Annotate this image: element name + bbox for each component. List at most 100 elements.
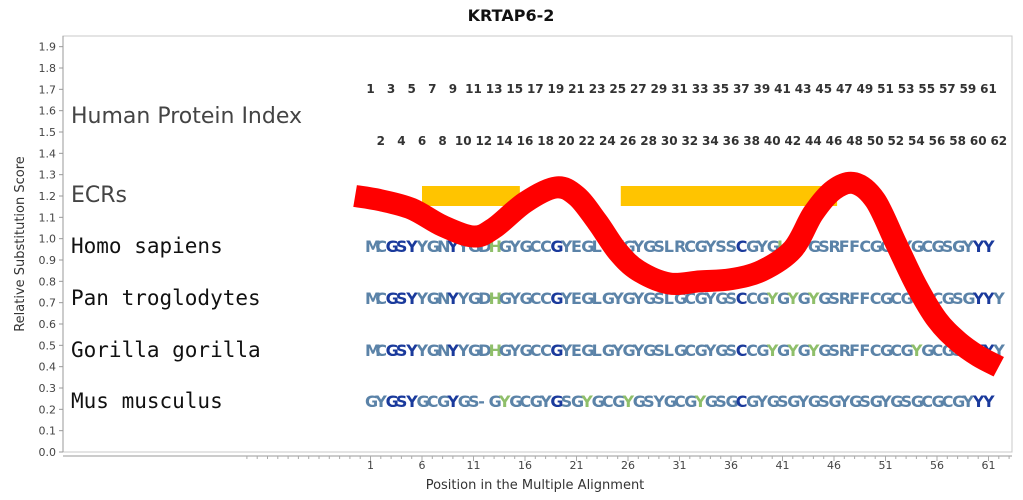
- residue: G: [746, 392, 759, 411]
- index-number: 12: [475, 134, 492, 148]
- residue: C: [746, 341, 758, 360]
- x-tick-label: 6: [419, 459, 426, 472]
- y-tick-label: 1.1: [39, 211, 57, 224]
- residue: G: [499, 237, 512, 256]
- residue: G: [952, 237, 965, 256]
- residue: S: [818, 392, 830, 411]
- residue: R: [829, 237, 841, 256]
- y-tick-label: 1.3: [39, 169, 57, 182]
- residue: Y: [992, 289, 1005, 308]
- residue: G: [674, 341, 687, 360]
- index-number: 43: [795, 82, 812, 96]
- x-tick-label: 16: [518, 459, 532, 472]
- residue: Y: [416, 289, 429, 308]
- residue: G: [530, 392, 543, 411]
- y-tick-label: 0.2: [39, 403, 57, 416]
- x-tick-label: 41: [776, 459, 790, 472]
- index-number: 33: [692, 82, 709, 96]
- residue: Y: [611, 289, 624, 308]
- residue: Y: [807, 289, 820, 308]
- residue: Y: [982, 237, 995, 256]
- residue: Y: [982, 392, 995, 411]
- residue: C: [921, 237, 933, 256]
- x-tick-label: 36: [724, 459, 738, 472]
- residue: C: [870, 341, 882, 360]
- residue: C: [530, 237, 542, 256]
- residue: C: [674, 392, 686, 411]
- residue: S: [726, 341, 738, 360]
- residue: H: [489, 341, 502, 360]
- residue: S: [715, 392, 727, 411]
- residue: G: [612, 392, 625, 411]
- y-axis: 0.0 0.1 0.2 0.3 0.4 0.5 0.6 0.7 0.8 0.9 1.0 1.1 1.2 1…: [39, 36, 64, 459]
- residue: Y: [632, 289, 645, 308]
- residue: Y: [508, 289, 521, 308]
- residue: G: [798, 289, 811, 308]
- residue: G: [571, 392, 584, 411]
- residue: C: [736, 341, 748, 360]
- residue: F: [849, 289, 860, 308]
- index-number: 7: [428, 82, 436, 96]
- residue: G: [942, 289, 955, 308]
- y-tick-label: 0.4: [39, 361, 57, 374]
- residue: -: [478, 392, 485, 411]
- ecr-bars: [422, 186, 838, 206]
- x-tick-label: 46: [827, 459, 841, 472]
- residue: L: [592, 289, 602, 308]
- residue: Y: [766, 289, 779, 308]
- index-number: 15: [506, 82, 523, 96]
- residue: G: [870, 237, 883, 256]
- index-number: 1: [366, 82, 374, 96]
- ecr-bar: [422, 186, 520, 206]
- residue: M: [365, 289, 381, 308]
- index-number: 5: [408, 82, 416, 96]
- y-tick-label: 0.9: [39, 254, 57, 267]
- residue: C: [520, 392, 532, 411]
- residue: E: [571, 341, 582, 360]
- residue: Y: [457, 289, 470, 308]
- index-number: 47: [836, 82, 853, 96]
- species-label: Homo sapiens: [71, 234, 223, 258]
- residue: G: [664, 392, 677, 411]
- index-number: 2: [377, 134, 385, 148]
- residue: S: [643, 392, 655, 411]
- residue: G: [911, 237, 924, 256]
- residue: G: [386, 237, 399, 256]
- residue: G: [592, 392, 605, 411]
- residue: C: [736, 289, 748, 308]
- residue: G: [643, 341, 656, 360]
- residue: D: [478, 289, 491, 308]
- residue: G: [643, 237, 656, 256]
- index-number: 3: [387, 82, 395, 96]
- residue: Y: [560, 289, 573, 308]
- residue: F: [849, 341, 860, 360]
- residue: S: [726, 289, 738, 308]
- residue: G: [427, 341, 440, 360]
- index-number: 39: [754, 82, 771, 96]
- index-number: 58: [949, 134, 966, 148]
- residue: S: [777, 392, 789, 411]
- residue: Y: [972, 392, 985, 411]
- residue: S: [901, 392, 913, 411]
- chart-title: KRTAP6-2: [468, 6, 555, 25]
- residue: E: [571, 237, 582, 256]
- index-number: 37: [733, 82, 750, 96]
- residue: H: [489, 289, 502, 308]
- residue: C: [932, 341, 944, 360]
- residue: C: [736, 392, 748, 411]
- residue: C: [427, 392, 439, 411]
- residue: G: [829, 392, 842, 411]
- residue: G: [808, 237, 821, 256]
- residue: G: [715, 341, 728, 360]
- sequence-row: GYGSYGCGYGS- GYGCGYGSGYGCGYGSYGCGYGSGCGYG…: [365, 392, 995, 411]
- residue: R: [674, 237, 686, 256]
- residue: F: [839, 237, 850, 256]
- y-tick-label: 1.0: [39, 233, 57, 246]
- residue: C: [942, 392, 954, 411]
- residue: G: [550, 237, 563, 256]
- residue: Y: [622, 392, 635, 411]
- index-number: 50: [867, 134, 884, 148]
- residue: G: [921, 341, 934, 360]
- index-number: 44: [805, 134, 822, 148]
